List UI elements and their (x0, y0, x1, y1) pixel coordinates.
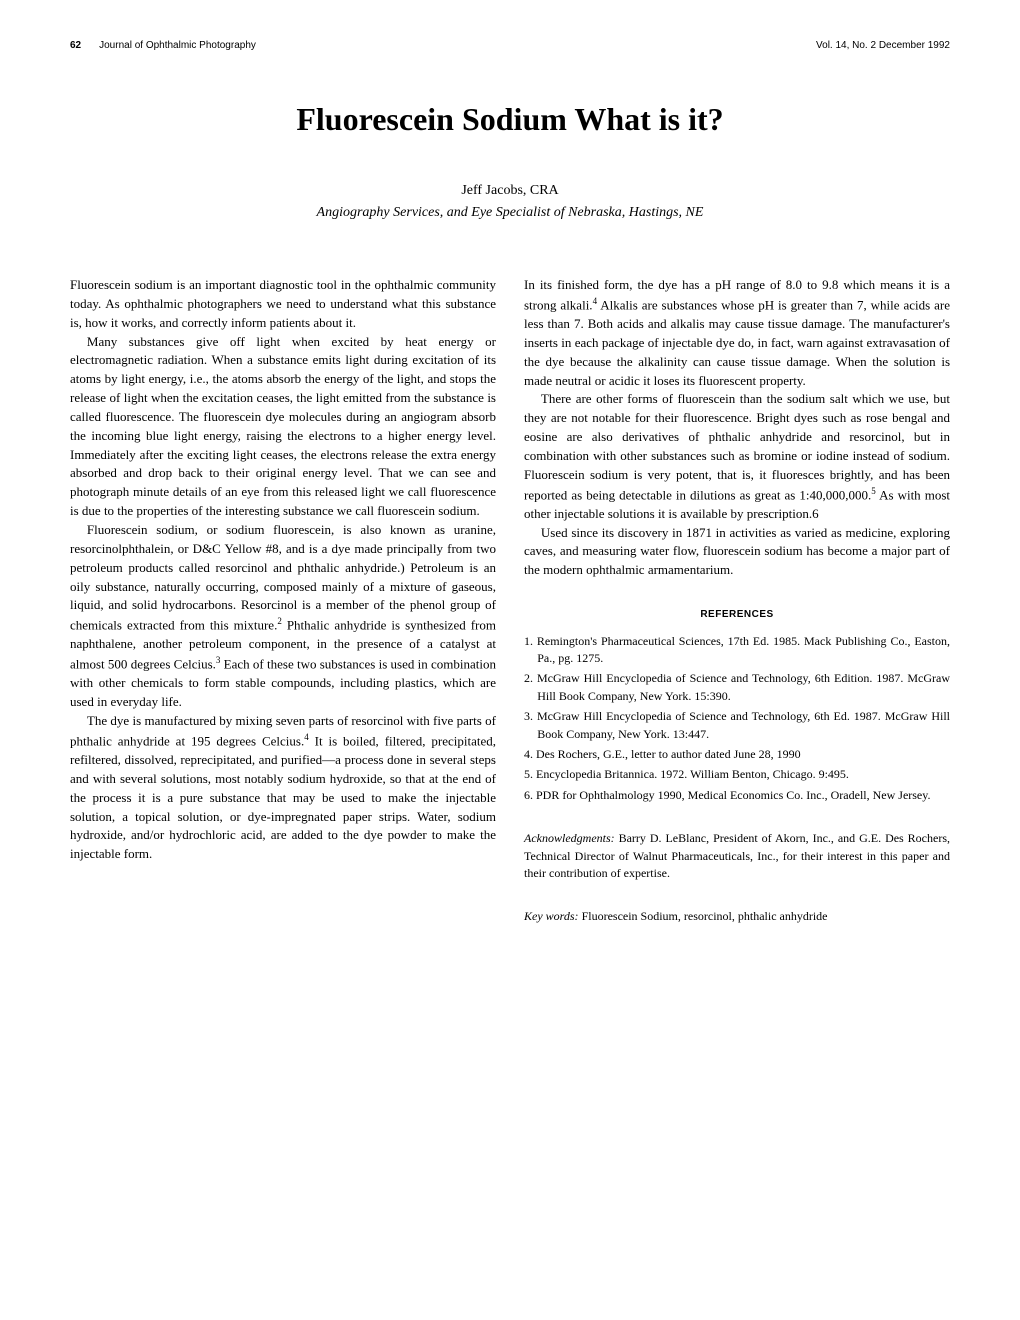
left-column: Fluorescein sodium is an important diagn… (70, 276, 496, 926)
acknowledgments: Acknowledgments: Barry D. LeBlanc, Presi… (524, 830, 950, 882)
reference-item: 2. McGraw Hill Encyclopedia of Science a… (524, 670, 950, 705)
body-paragraph: Used since its discovery in 1871 in acti… (524, 524, 950, 581)
page-number: 62 (70, 40, 81, 51)
body-paragraph: Fluorescein sodium is an important diagn… (70, 276, 496, 333)
body-text: It is boiled, filtered, precipitated, re… (70, 733, 496, 861)
header-left: 62 Journal of Ophthalmic Photography (70, 40, 256, 51)
body-text: Fluorescein sodium, or sodium fluorescei… (70, 522, 496, 633)
article-title: Fluorescein Sodium What is it? (70, 101, 950, 138)
journal-name: Journal of Ophthalmic Photography (99, 40, 256, 51)
body-paragraph: There are other forms of fluorescein tha… (524, 390, 950, 523)
two-column-body: Fluorescein sodium is an important diagn… (70, 276, 950, 926)
keywords-label: Key words: (524, 909, 579, 923)
right-column: In its finished form, the dye has a pH r… (524, 276, 950, 926)
body-text: There are other forms of fluorescein tha… (524, 391, 950, 502)
body-paragraph: Many substances give off light when exci… (70, 333, 496, 521)
body-paragraph: In its finished form, the dye has a pH r… (524, 276, 950, 390)
body-paragraph: The dye is manufactured by mixing seven … (70, 712, 496, 864)
body-paragraph: Fluorescein sodium, or sodium fluorescei… (70, 521, 496, 712)
issue-info: Vol. 14, No. 2 December 1992 (816, 40, 950, 51)
author-name: Jeff Jacobs, CRA (70, 183, 950, 199)
reference-item: 5. Encyclopedia Britannica. 1972. Willia… (524, 766, 950, 783)
running-header: 62 Journal of Ophthalmic Photography Vol… (70, 40, 950, 51)
references-heading: REFERENCES (524, 608, 950, 623)
reference-item: 1. Remington's Pharmaceutical Sciences, … (524, 633, 950, 668)
reference-item: 4. Des Rochers, G.E., letter to author d… (524, 746, 950, 763)
reference-item: 3. McGraw Hill Encyclopedia of Science a… (524, 708, 950, 743)
acknowledgments-label: Acknowledgments: (524, 831, 615, 845)
author-affiliation: Angiography Services, and Eye Specialist… (70, 205, 950, 221)
references-list: 1. Remington's Pharmaceutical Sciences, … (524, 633, 950, 805)
keywords-text: Fluorescein Sodium, resorcinol, phthalic… (579, 909, 828, 923)
reference-item: 6. PDR for Ophthalmology 1990, Medical E… (524, 787, 950, 804)
keywords: Key words: Fluorescein Sodium, resorcino… (524, 908, 950, 925)
